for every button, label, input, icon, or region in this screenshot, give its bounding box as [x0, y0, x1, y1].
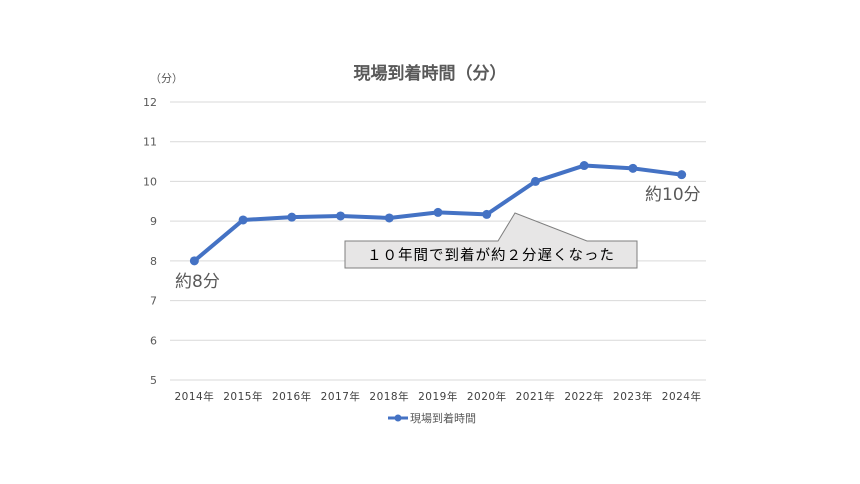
data-point [628, 163, 638, 173]
data-point [482, 209, 492, 219]
data-point [238, 215, 248, 225]
data-point [433, 207, 443, 217]
y-tick-label: 9 [150, 215, 157, 228]
y-tick-label: 11 [143, 136, 157, 149]
data-point [677, 170, 687, 180]
callout-text: １０年間で到着が約２分遅くなった [367, 247, 615, 264]
y-tick-label: 5 [150, 374, 157, 387]
data-point [287, 212, 297, 222]
y-tick-label: 6 [150, 334, 157, 347]
legend: 現場到着時間 [388, 411, 476, 425]
gridlines [170, 101, 706, 381]
legend-marker [394, 414, 402, 422]
start-annotation: 約8分 [175, 272, 220, 292]
x-tick-label: 2017年 [321, 390, 361, 403]
data-point [579, 161, 589, 171]
y-tick-label: 12 [143, 96, 157, 109]
x-tick-label: 2023年 [613, 390, 653, 403]
x-tick-label: 2021年 [516, 390, 556, 403]
y-axis-ticks: 5 6 7 8 9 10 11 12 [143, 96, 157, 387]
data-point [189, 256, 199, 266]
x-tick-label: 2014年 [174, 390, 214, 403]
series-line [189, 161, 687, 266]
x-tick-label: 2022年 [564, 390, 604, 403]
legend-label: 現場到着時間 [410, 411, 476, 425]
x-tick-label: 2015年 [223, 390, 263, 403]
callout-box [344, 212, 638, 269]
x-tick-label: 2019年 [418, 390, 458, 403]
y-axis-unit: （分） [150, 72, 183, 85]
data-point [336, 211, 346, 221]
data-point [530, 176, 540, 186]
x-tick-label: 2024年 [662, 390, 702, 403]
callout: １０年間で到着が約２分遅くなった [344, 212, 638, 269]
x-tick-label: 2018年 [369, 390, 409, 403]
x-tick-label: 2020年 [467, 390, 507, 403]
x-axis-ticks: 2014年 2015年 2016年 2017年 2018年 2019年 2020年 2021年… [174, 390, 701, 403]
end-annotation: 約10分 [645, 185, 701, 205]
data-point [384, 213, 394, 223]
x-tick-label: 2016年 [272, 390, 312, 403]
y-tick-label: 8 [150, 255, 157, 268]
chart-title: 現場到着時間（分） [354, 63, 507, 84]
y-tick-label: 7 [150, 295, 157, 308]
y-tick-label: 10 [143, 175, 157, 188]
